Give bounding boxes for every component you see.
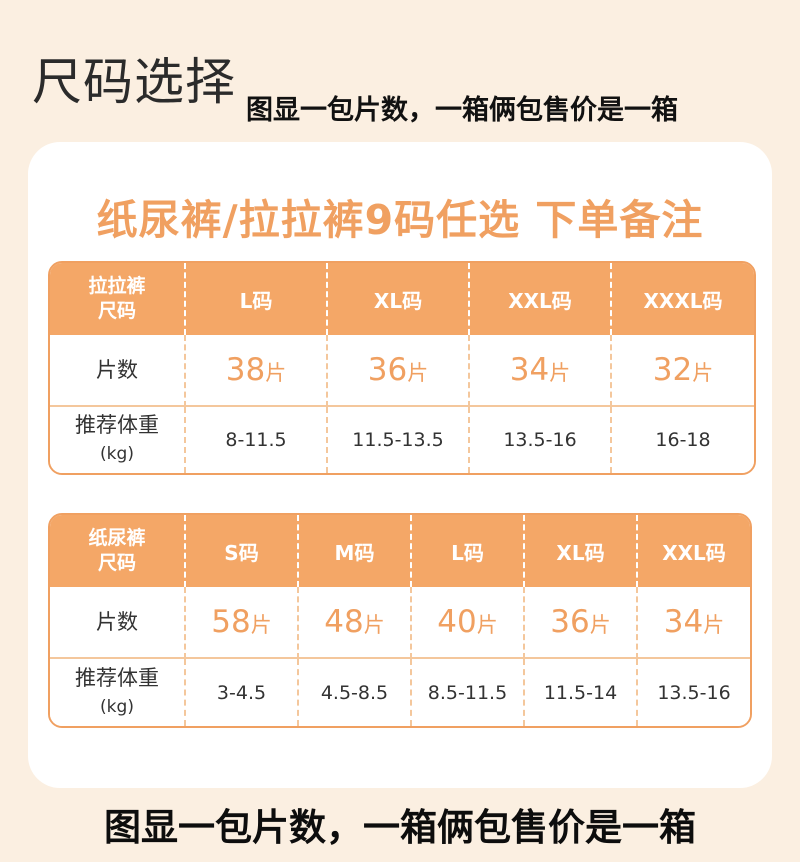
weight-value: 11.5-13.5 xyxy=(328,407,470,473)
row-header-line2: 尺码 xyxy=(97,552,136,574)
count-unit: 片 xyxy=(250,613,272,637)
count-cell: 34片 xyxy=(470,335,612,407)
weight-label-cell: 推荐体重 (kg) xyxy=(50,407,186,473)
count-value: 32 xyxy=(652,352,693,388)
count-cell: 40片 xyxy=(412,587,525,659)
package-note-footer: 图显一包片数，一箱俩包售价是一箱 xyxy=(104,806,696,849)
count-value: 34 xyxy=(509,352,550,388)
weight-value: 13.5-16 xyxy=(638,659,750,726)
count-value: 40 xyxy=(437,604,477,640)
weight-value: 3-4.5 xyxy=(186,659,299,726)
size-option[interactable]: S码 xyxy=(186,515,299,587)
weight-label-cell: 推荐体重 (kg) xyxy=(50,659,186,726)
weight-value: 8.5-11.5 xyxy=(412,659,525,726)
size-header-row: 纸尿裤 尺码 S码 M码 L码 XL码 XXL码 xyxy=(50,515,750,587)
count-cell: 48片 xyxy=(299,587,412,659)
diaper-size-table: 纸尿裤 尺码 S码 M码 L码 XL码 XXL码 片数 58片 48片 40片 … xyxy=(48,513,752,728)
weight-value: 8-11.5 xyxy=(186,407,328,473)
count-cell: 38片 xyxy=(186,335,328,407)
size-option[interactable]: XXL码 xyxy=(638,515,750,587)
count-cell: 36片 xyxy=(525,587,638,659)
count-value: 38 xyxy=(225,352,266,388)
count-unit: 片 xyxy=(407,361,429,385)
row-header-line1: 纸尿裤 xyxy=(88,527,146,549)
weight-value: 13.5-16 xyxy=(470,407,612,473)
count-cell: 34片 xyxy=(638,587,750,659)
count-cell: 36片 xyxy=(328,335,470,407)
size-option[interactable]: XXXL码 xyxy=(612,263,754,335)
weight-label: 推荐体重 xyxy=(75,413,159,437)
weight-row: 推荐体重 (kg) 8-11.5 11.5-13.5 13.5-16 16-18 xyxy=(50,407,754,473)
row-header-cell: 拉拉裤 尺码 xyxy=(50,263,186,335)
count-cell: 58片 xyxy=(186,587,299,659)
size-header-row: 拉拉裤 尺码 L码 XL码 XXL码 XXXL码 xyxy=(50,263,754,335)
size-option[interactable]: M码 xyxy=(299,515,412,587)
package-note-top: 图显一包片数，一箱俩包售价是一箱 xyxy=(246,95,678,126)
weight-value: 16-18 xyxy=(612,407,754,473)
count-unit: 片 xyxy=(476,613,498,637)
weight-unit: (kg) xyxy=(100,696,134,717)
weight-unit: (kg) xyxy=(100,444,134,464)
count-unit: 片 xyxy=(703,613,725,637)
row-header-cell: 纸尿裤 尺码 xyxy=(50,515,186,587)
count-value: 58 xyxy=(211,604,251,640)
count-label: 片数 xyxy=(50,335,186,407)
count-row: 片数 58片 48片 40片 36片 34片 xyxy=(50,587,750,659)
count-value: 36 xyxy=(550,604,590,640)
size-option[interactable]: L码 xyxy=(412,515,525,587)
count-unit: 片 xyxy=(549,361,571,385)
weight-label: 推荐体重 xyxy=(75,665,159,690)
size-option[interactable]: XXL码 xyxy=(470,263,612,335)
count-value: 36 xyxy=(367,352,408,388)
size-option[interactable]: L码 xyxy=(186,263,328,335)
weight-value: 11.5-14 xyxy=(525,659,638,726)
count-label: 片数 xyxy=(50,587,186,659)
weight-row: 推荐体重 (kg) 3-4.5 4.5-8.5 8.5-11.5 11.5-14… xyxy=(50,659,750,726)
count-value: 34 xyxy=(663,604,704,640)
row-header-line2: 尺码 xyxy=(97,300,136,322)
row-header-line1: 拉拉裤 xyxy=(88,275,146,297)
count-unit: 片 xyxy=(692,361,714,385)
size-option[interactable]: XL码 xyxy=(525,515,638,587)
count-unit: 片 xyxy=(363,613,385,637)
size-option[interactable]: XL码 xyxy=(328,263,470,335)
page-title: 尺码选择 xyxy=(32,53,236,111)
count-value: 48 xyxy=(324,604,364,640)
count-unit: 片 xyxy=(265,361,287,385)
promo-headline: 纸尿裤/拉拉裤9码任选 下单备注 xyxy=(96,196,704,244)
count-row: 片数 38片 36片 34片 32片 xyxy=(50,335,754,407)
count-cell: 32片 xyxy=(612,335,754,407)
count-unit: 片 xyxy=(589,613,611,637)
weight-value: 4.5-8.5 xyxy=(299,659,412,726)
pullup-size-table: 拉拉裤 尺码 L码 XL码 XXL码 XXXL码 片数 38片 36片 34片 … xyxy=(48,261,756,475)
